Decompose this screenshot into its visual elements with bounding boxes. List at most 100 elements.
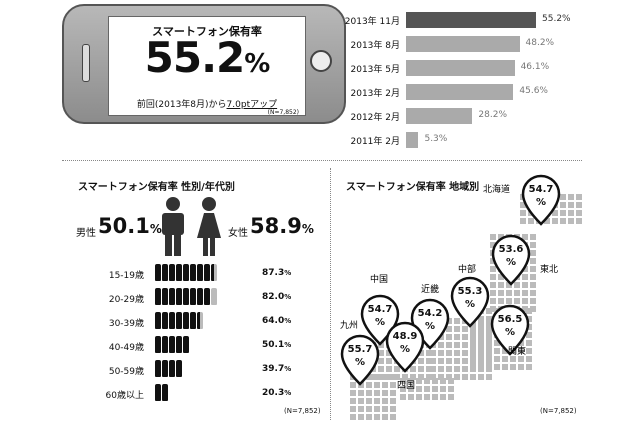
map-cell bbox=[382, 382, 388, 388]
map-cell bbox=[522, 290, 528, 296]
map-cell bbox=[386, 374, 392, 380]
person-icon bbox=[197, 264, 203, 281]
rate-change-note: 前回(2013年8月)から7.0ptアップ bbox=[109, 97, 305, 110]
trend-label: 2013年 2月 bbox=[350, 89, 401, 99]
male-rate-unit: % bbox=[149, 222, 162, 236]
map-cell bbox=[576, 218, 582, 224]
map-cell bbox=[552, 210, 558, 216]
map-cell bbox=[490, 290, 496, 296]
age-value: 50.1% bbox=[262, 340, 292, 350]
map-cell bbox=[358, 406, 364, 412]
map-cell bbox=[486, 308, 492, 314]
map-cell bbox=[366, 406, 372, 412]
map-cell bbox=[374, 414, 380, 420]
trend-bar bbox=[406, 132, 419, 148]
map-cell bbox=[386, 358, 392, 364]
region-value: 54.2 bbox=[418, 308, 443, 319]
map-cell bbox=[448, 386, 454, 392]
map-cell bbox=[462, 326, 468, 332]
map-cell bbox=[490, 274, 496, 280]
region-title: スマートフォン保有率 地域別 bbox=[346, 182, 480, 193]
map-cell bbox=[358, 414, 364, 420]
map-cell bbox=[432, 394, 438, 400]
person-icon bbox=[162, 336, 168, 353]
map-cell bbox=[430, 366, 436, 372]
region-label: 中国 bbox=[370, 273, 388, 285]
map-cell bbox=[520, 202, 526, 208]
map-cell bbox=[446, 366, 452, 372]
map-cell bbox=[486, 374, 492, 380]
map-cell bbox=[530, 266, 536, 272]
map-cell bbox=[390, 398, 396, 404]
map-cell bbox=[454, 350, 460, 356]
people-icons bbox=[155, 384, 168, 401]
map-cell bbox=[486, 366, 492, 372]
people-icons bbox=[155, 288, 217, 305]
map-cell bbox=[358, 398, 364, 404]
map-cell bbox=[462, 366, 468, 372]
overall-rate-value: 55.2 bbox=[144, 33, 246, 82]
map-cell bbox=[518, 348, 524, 354]
map-cell bbox=[454, 326, 460, 332]
region-value: 48.9 bbox=[393, 331, 418, 342]
region-pin: 55.7% bbox=[340, 334, 380, 386]
divider bbox=[62, 160, 582, 161]
map-cell bbox=[390, 374, 396, 380]
map-cell bbox=[424, 386, 430, 392]
person-icon bbox=[169, 288, 175, 305]
map-cell bbox=[502, 364, 508, 370]
map-cell bbox=[418, 358, 424, 364]
person-icon bbox=[169, 360, 175, 377]
gender-age-title: スマートフォン保有率 性別/年代別 bbox=[78, 182, 235, 193]
map-cell bbox=[424, 378, 430, 384]
region-value: 54.7 bbox=[368, 304, 393, 315]
map-cell bbox=[394, 374, 400, 380]
person-icon bbox=[176, 360, 182, 377]
map-cell bbox=[446, 358, 452, 364]
map-cell bbox=[490, 266, 496, 272]
map-cell bbox=[502, 356, 508, 362]
overall-rate-unit: % bbox=[244, 49, 270, 79]
person-icon bbox=[162, 360, 168, 377]
map-cell bbox=[490, 306, 496, 312]
map-cell bbox=[518, 356, 524, 362]
map-cell bbox=[522, 306, 528, 312]
region-value-unit: % bbox=[355, 357, 365, 368]
map-cell bbox=[522, 274, 528, 280]
map-cell bbox=[454, 318, 460, 324]
map-cell bbox=[454, 374, 460, 380]
people-icons bbox=[155, 312, 203, 329]
home-button-icon bbox=[310, 50, 332, 72]
map-cell bbox=[530, 234, 536, 240]
map-cell bbox=[568, 202, 574, 208]
map-cell bbox=[530, 258, 536, 264]
map-cell bbox=[522, 298, 528, 304]
age-label: 50-59歳 bbox=[108, 367, 144, 377]
map-cell bbox=[470, 342, 476, 348]
map-cell bbox=[366, 374, 372, 380]
map-cell bbox=[560, 194, 566, 200]
map-cell bbox=[506, 290, 512, 296]
map-cell bbox=[530, 306, 536, 312]
map-cell bbox=[470, 350, 476, 356]
map-cell bbox=[400, 386, 406, 392]
map-cell bbox=[462, 374, 468, 380]
person-icon bbox=[190, 312, 196, 329]
map-cell bbox=[408, 394, 414, 400]
map-cell bbox=[494, 356, 500, 362]
trend-bar bbox=[406, 60, 515, 76]
region-value: 53.6 bbox=[499, 244, 524, 255]
map-cell bbox=[530, 274, 536, 280]
person-icon bbox=[162, 312, 168, 329]
map-cell bbox=[426, 350, 432, 356]
person-icon bbox=[183, 288, 189, 305]
map-cell bbox=[432, 386, 438, 392]
map-cell bbox=[498, 290, 504, 296]
region-value: 56.5 bbox=[498, 314, 523, 325]
region-pin: 53.6% bbox=[491, 234, 531, 286]
map-cell bbox=[400, 394, 406, 400]
map-cell bbox=[390, 390, 396, 396]
map-cell bbox=[520, 218, 526, 224]
map-cell bbox=[478, 350, 484, 356]
female-label: 女性 bbox=[228, 228, 248, 239]
